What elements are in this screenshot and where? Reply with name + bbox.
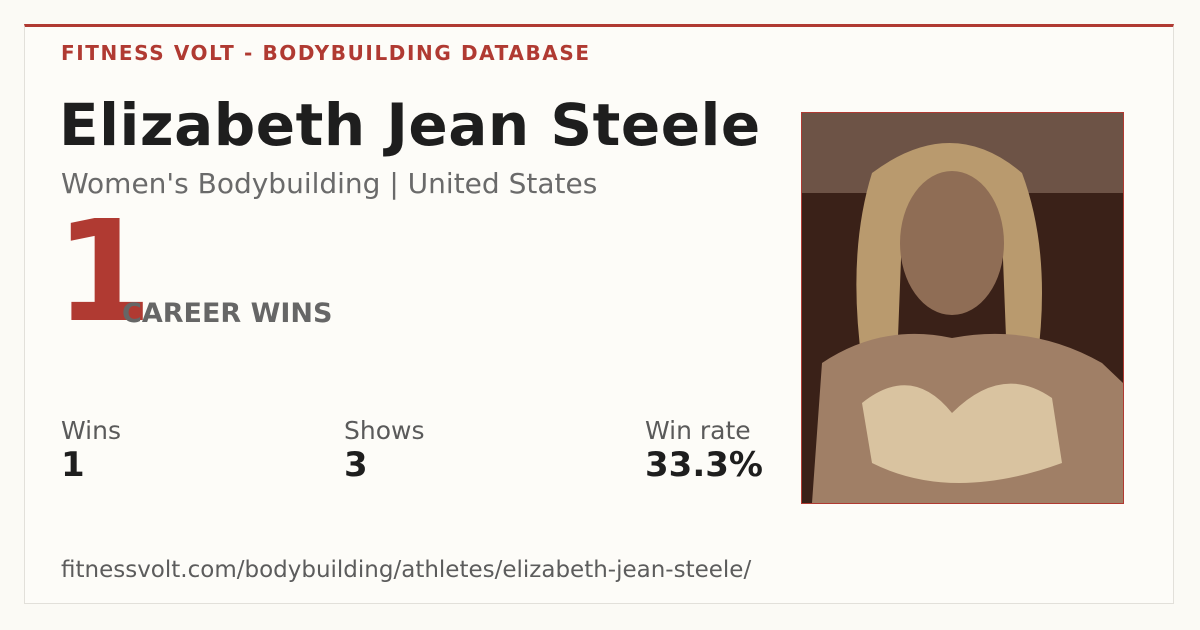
stat-value: 3 <box>344 445 368 485</box>
stat-label: Wins <box>61 416 121 445</box>
athlete-subtitle: Women's Bodybuilding | United States <box>61 167 598 200</box>
photo-hair <box>856 143 1042 363</box>
card: FITNESS VOLT - BODYBUILDING DATABASE Eli… <box>24 24 1174 604</box>
stat-value: 1 <box>61 445 85 485</box>
stat-value: 33.3% <box>645 445 763 485</box>
brand: FITNESS VOLT - BODYBUILDING DATABASE <box>61 41 591 65</box>
athlete-photo <box>801 112 1124 504</box>
hero-number: 1 <box>55 191 153 354</box>
stat-label: Win rate <box>645 416 751 445</box>
hero-label: CAREER WINS <box>122 298 333 329</box>
athlete-name: Elizabeth Jean Steele <box>59 91 761 159</box>
photo-face <box>900 171 1004 315</box>
url: fitnessvolt.com/bodybuilding/athletes/el… <box>61 557 752 583</box>
stat-label: Shows <box>344 416 425 445</box>
photo-top <box>862 383 1062 483</box>
